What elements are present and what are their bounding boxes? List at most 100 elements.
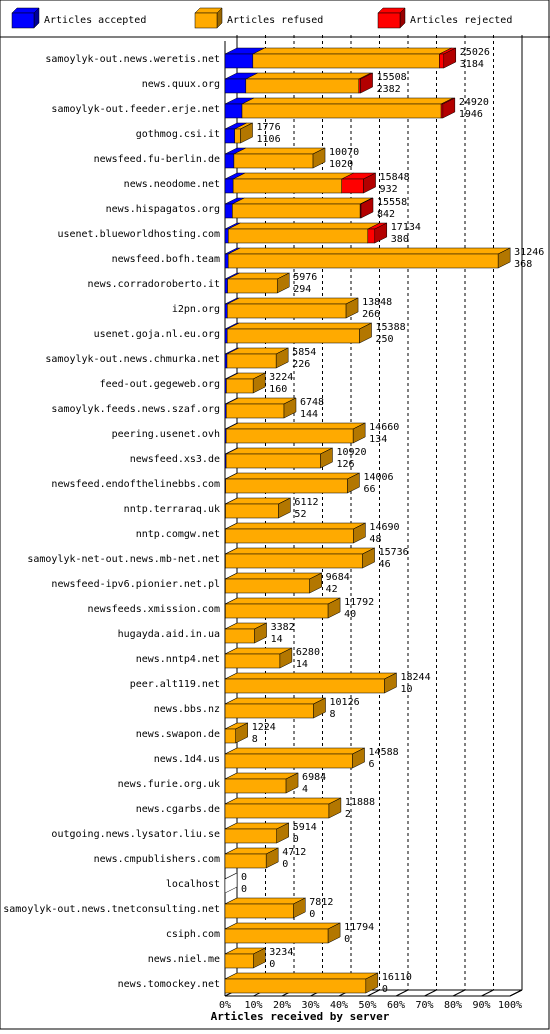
accepted-label: 160 [269, 384, 287, 395]
y-tick-label: news.furie.org.uk [118, 779, 220, 790]
bar-segment [342, 179, 364, 193]
accepted-label: 48 [369, 534, 381, 545]
y-tick-label: news.cgarbs.de [136, 804, 220, 815]
accepted-label: 380 [391, 234, 409, 245]
bar-segment [225, 779, 286, 793]
bar-segment [225, 179, 233, 193]
accepted-label: 266 [362, 309, 380, 320]
bar-top-face [253, 48, 452, 54]
accepted-label: 294 [293, 284, 311, 295]
x-tick-label: 60% [387, 1000, 405, 1011]
bar-top-face [225, 748, 364, 754]
y-tick-label: news.hispagatos.org [106, 204, 220, 215]
accepted-label: 1946 [459, 109, 483, 120]
bar-top-face [225, 673, 396, 679]
x-tick-label: 10% [244, 1000, 262, 1011]
y-tick-label: peer.alt119.net [130, 679, 220, 690]
bar-segment [225, 804, 329, 818]
bar-segment [225, 654, 280, 668]
bar-segment [225, 854, 266, 868]
bar-segment [225, 554, 362, 568]
legend-label: Articles accepted [44, 15, 146, 26]
total-label: 13848 [362, 297, 392, 308]
accepted-label: 42 [326, 584, 338, 595]
bar-segment [225, 104, 242, 118]
y-tick-label: newsfeed.bofh.team [112, 254, 220, 265]
bar-top-face [225, 598, 340, 604]
bar-segment [225, 329, 227, 343]
bar-top-face [225, 923, 340, 929]
bar-segment [225, 754, 352, 768]
accepted-label: 1020 [329, 159, 353, 170]
total-label: 25026 [460, 47, 490, 58]
x-tick-label: 100% [498, 1000, 522, 1011]
total-label: 7812 [309, 897, 333, 908]
y-tick-label: newsfeed.xs3.de [130, 454, 220, 465]
y-tick-label: nntp.comgw.net [136, 529, 220, 540]
x-tick-label: 30% [301, 1000, 319, 1011]
accepted-label: 2 [345, 809, 351, 820]
total-label: 14006 [363, 472, 393, 483]
total-label: 14690 [369, 522, 399, 533]
bar-top-face [228, 223, 379, 229]
bar-top-face [225, 773, 298, 779]
total-label: 6984 [302, 772, 326, 783]
legend-swatch [378, 13, 400, 28]
bar-segment [439, 54, 443, 68]
bar-segment [225, 54, 253, 68]
total-label: 10126 [330, 697, 360, 708]
y-tick-label: usenet.goja.nl.eu.org [94, 329, 220, 340]
bar-top-face [225, 523, 365, 529]
total-label: 15508 [377, 72, 407, 83]
bar-segment [235, 129, 241, 143]
bar-segment [225, 979, 366, 993]
bar-top-face [225, 973, 378, 979]
accepted-label: 0 [309, 909, 315, 920]
bar-segment [225, 354, 227, 368]
bar-segment [226, 429, 353, 443]
y-tick-label: i2pn.org [172, 304, 220, 315]
bar-top-face [226, 423, 365, 429]
bar-top-face [225, 698, 325, 704]
accepted-label: 46 [379, 559, 391, 570]
bar-segment [228, 254, 498, 268]
accepted-label: 0 [269, 959, 275, 970]
bar-segment [225, 254, 228, 268]
total-label: 3234 [269, 947, 293, 958]
total-label: 31246 [514, 247, 544, 258]
bar-segment [226, 379, 253, 393]
total-label: 18244 [400, 672, 430, 683]
x-tick-label: 70% [415, 1000, 433, 1011]
y-tick-label: news.nntp4.net [136, 654, 220, 665]
y-tick-label: news.swapon.de [136, 729, 220, 740]
bar-segment [225, 229, 228, 243]
x-axis-title: Articles received by server [211, 1010, 390, 1023]
accepted-label: 14 [271, 634, 283, 645]
total-label: 14588 [369, 747, 399, 758]
y-tick-label: news.neodome.net [124, 179, 220, 190]
total-label: 15558 [377, 197, 407, 208]
accepted-label: 932 [380, 184, 398, 195]
total-label: 6280 [296, 647, 320, 658]
bar-segment [227, 354, 276, 368]
bar-segment [225, 154, 234, 168]
total-label: 10070 [329, 147, 359, 158]
bar-segment [246, 79, 359, 93]
bar-segment [225, 829, 277, 843]
bar-segment [225, 529, 353, 543]
accepted-label: 250 [376, 334, 394, 345]
bar-segment [225, 279, 228, 293]
total-label: 1224 [252, 722, 276, 733]
accepted-label: 126 [336, 459, 354, 470]
y-tick-label: samoylyk.feeds.news.szaf.org [51, 404, 220, 415]
accepted-label: 368 [514, 259, 532, 270]
y-tick-label: samoylyk-net-out.news.mb-net.net [27, 554, 220, 565]
bar-top-face [232, 198, 372, 204]
y-tick-label: samoylyk-out.news.weretis.net [45, 54, 220, 65]
bar-segment [228, 279, 278, 293]
bar-segment [225, 604, 328, 618]
bar-segment [359, 79, 361, 93]
legend-swatch [12, 13, 34, 28]
accepted-label: 8 [330, 709, 336, 720]
bar-segment [232, 204, 360, 218]
